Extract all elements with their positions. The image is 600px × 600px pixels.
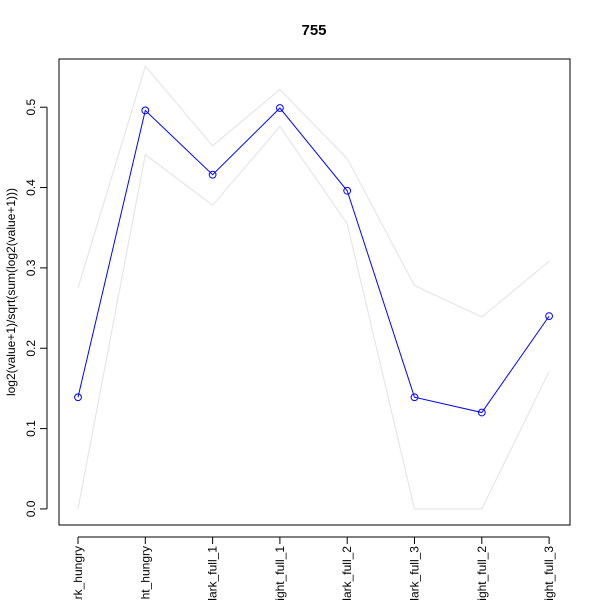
y-tick-label: 0.2 xyxy=(24,340,38,357)
upper-bound-line xyxy=(77,65,550,318)
x-tick-label: dark_hungry xyxy=(71,546,85,600)
data-point xyxy=(343,186,352,195)
data-point xyxy=(410,393,419,402)
y-tick-label: 0.1 xyxy=(24,420,38,437)
plot-frame xyxy=(58,58,571,526)
data-point xyxy=(545,312,553,321)
x-tick-label: dark_full_1 xyxy=(206,546,220,600)
chart-title: 755 xyxy=(301,22,326,39)
data-point xyxy=(477,408,486,417)
y-axis: 0.0 0.1 0.2 0.3 0.4 0.5 xyxy=(24,99,48,517)
plot-layer xyxy=(74,65,553,510)
x-tick-label: light_hungry xyxy=(138,546,152,600)
y-axis-label: log2(value+1)/sqrt(sum(log2(value+1))) xyxy=(4,188,18,396)
data-point xyxy=(276,104,284,112)
x-tick-label: light_full_3 xyxy=(542,546,556,600)
lower-bound-line xyxy=(77,125,550,510)
y-tick-label: 0.3 xyxy=(24,259,38,276)
x-tick-label: light_full_1 xyxy=(273,546,287,600)
data-point xyxy=(74,393,82,402)
y-tick-label: 0.0 xyxy=(24,500,38,517)
x-tick-label: dark_full_2 xyxy=(340,546,354,600)
data-point xyxy=(141,106,150,115)
x-tick-label: light_full_2 xyxy=(475,546,489,600)
series-line xyxy=(77,107,550,414)
data-point xyxy=(208,170,217,179)
y-tick-label: 0.5 xyxy=(24,99,38,116)
x-axis: dark_hungry light_hungry dark_full_1 light_… xyxy=(71,536,556,600)
x-tick-label: dark_full_3 xyxy=(408,546,422,600)
y-tick-label: 0.4 xyxy=(24,179,38,196)
